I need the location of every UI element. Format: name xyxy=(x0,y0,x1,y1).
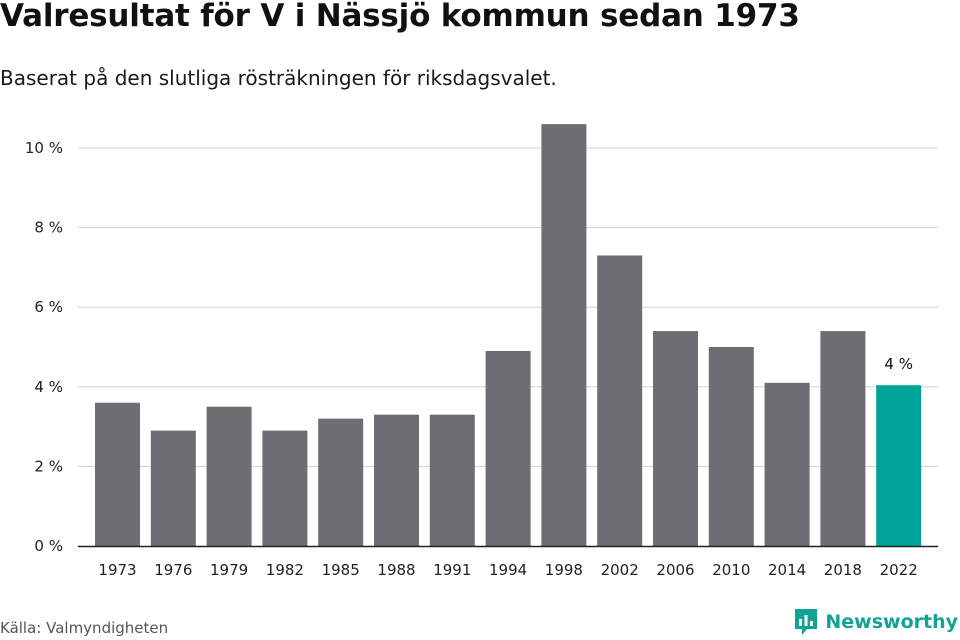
bar xyxy=(374,414,419,546)
bar xyxy=(318,418,364,546)
y-tick-label: 10 % xyxy=(25,139,63,157)
y-tick-label: 0 % xyxy=(34,537,63,555)
bar xyxy=(206,406,252,546)
bar-highlight xyxy=(876,385,922,546)
bar xyxy=(262,430,308,546)
x-tick-label: 1994 xyxy=(489,561,527,579)
brand-name: Newsworthy xyxy=(825,611,958,633)
bar-chart: 0 % 2 % 4 % 6 % 8 % 10 % 1973 1976 1979 1982 1985 1… xyxy=(25,124,938,579)
x-tick-label: 2022 xyxy=(880,561,918,579)
x-tick-label: 1988 xyxy=(377,561,415,579)
bar xyxy=(820,331,866,546)
bar xyxy=(485,350,531,546)
chart-title: Valresultat för V i Nässjö kommun sedan … xyxy=(0,0,800,34)
x-tick-label: 2002 xyxy=(601,561,639,579)
bar xyxy=(597,255,643,546)
data-label: 4 % xyxy=(884,355,913,373)
labels: 0 % 2 % 4 % 6 % 8 % 10 % 1973 1976 1979 1982 1985 1… xyxy=(25,139,918,579)
source-note: Källa: Valmyndigheten xyxy=(0,619,169,637)
bar xyxy=(150,430,196,546)
x-tick-label: 1982 xyxy=(266,561,304,579)
x-tick-label: 1998 xyxy=(545,561,583,579)
chart-subtitle: Baserat på den slutliga rösträkningen fö… xyxy=(0,66,557,90)
brand-logo: Newsworthy xyxy=(793,607,958,637)
x-tick-label: 1979 xyxy=(210,561,248,579)
y-tick-label: 4 % xyxy=(34,378,63,396)
newsworthy-logo-icon xyxy=(795,609,818,635)
bar xyxy=(429,414,475,546)
y-tick-label: 8 % xyxy=(34,219,63,237)
bar xyxy=(95,402,140,546)
x-tick-label: 2010 xyxy=(712,561,750,579)
y-tick-label: 6 % xyxy=(34,298,63,316)
x-tick-label: 1973 xyxy=(98,561,136,579)
bars xyxy=(95,124,922,547)
x-tick-label: 2018 xyxy=(824,561,862,579)
bar xyxy=(708,347,754,546)
y-tick-label: 2 % xyxy=(34,457,63,475)
x-tick-label: 1991 xyxy=(433,561,471,579)
bar xyxy=(541,124,587,547)
x-tick-label: 2014 xyxy=(768,561,806,579)
x-tick-label: 2006 xyxy=(656,561,694,579)
x-tick-label: 1985 xyxy=(322,561,360,579)
bar xyxy=(653,331,698,546)
x-tick-label: 1976 xyxy=(154,561,192,579)
bar xyxy=(764,382,810,546)
